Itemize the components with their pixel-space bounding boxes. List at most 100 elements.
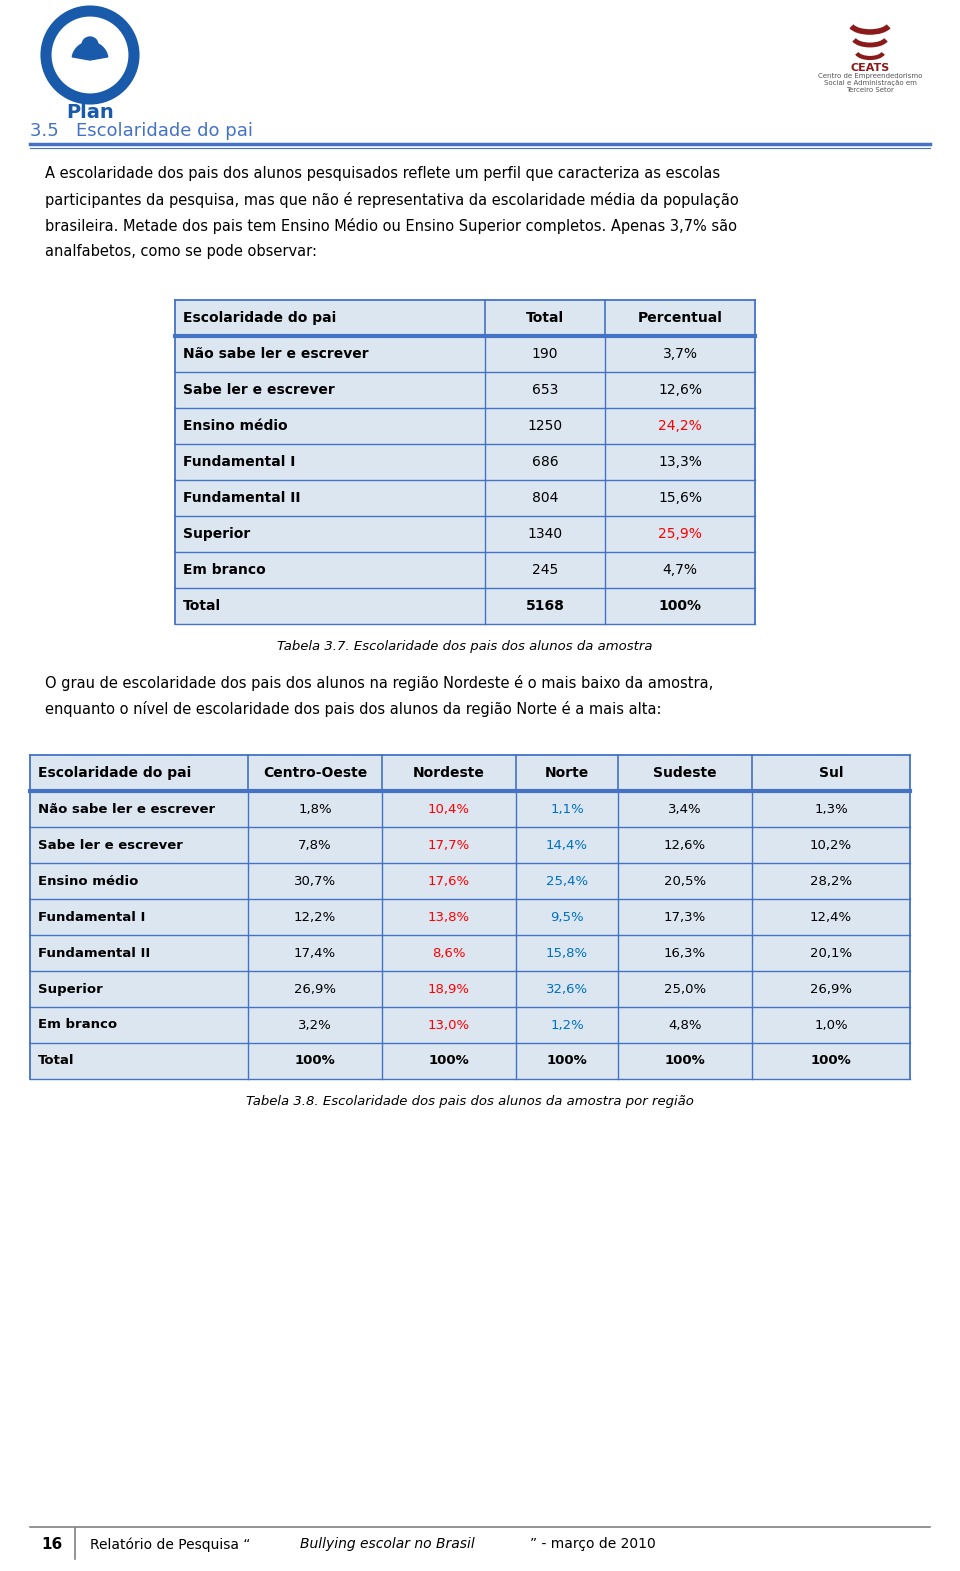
Text: 20,1%: 20,1% [810, 946, 852, 960]
Text: 13,3%: 13,3% [658, 456, 702, 470]
Text: Escolaridade do pai: Escolaridade do pai [183, 311, 336, 325]
Text: Fundamental II: Fundamental II [38, 946, 151, 960]
Text: 10,2%: 10,2% [810, 839, 852, 851]
Text: 15,8%: 15,8% [546, 946, 588, 960]
FancyBboxPatch shape [175, 515, 755, 551]
Text: brasileira. Metade dos pais tem Ensino Médio ou Ensino Superior completos. Apena: brasileira. Metade dos pais tem Ensino M… [45, 218, 737, 234]
Text: 1250: 1250 [527, 419, 563, 434]
Text: Fundamental I: Fundamental I [183, 456, 296, 470]
Text: 16,3%: 16,3% [664, 946, 706, 960]
Text: Fundamental II: Fundamental II [183, 492, 300, 504]
Circle shape [50, 16, 130, 94]
Text: Em branco: Em branco [183, 562, 266, 577]
Text: 8,6%: 8,6% [432, 946, 466, 960]
Text: Sudeste: Sudeste [653, 767, 717, 779]
Text: ” - março de 2010: ” - março de 2010 [530, 1536, 656, 1551]
Text: 15,6%: 15,6% [658, 492, 702, 504]
Text: 25,4%: 25,4% [546, 875, 588, 888]
Text: 25,0%: 25,0% [664, 982, 706, 996]
Text: 17,3%: 17,3% [664, 911, 707, 924]
FancyBboxPatch shape [175, 372, 755, 408]
FancyBboxPatch shape [175, 481, 755, 515]
Text: Social e Administração em: Social e Administração em [824, 80, 917, 86]
Text: 14,4%: 14,4% [546, 839, 588, 851]
Text: 12,2%: 12,2% [294, 911, 336, 924]
FancyBboxPatch shape [175, 408, 755, 445]
Text: 4,8%: 4,8% [668, 1018, 702, 1032]
Text: 100%: 100% [428, 1054, 469, 1068]
Text: enquanto o nível de escolaridade dos pais dos alunos da região Norte é a mais al: enquanto o nível de escolaridade dos pai… [45, 701, 661, 716]
Text: Nordeste: Nordeste [413, 767, 485, 779]
Text: Tabela 3.7. Escolaridade dos pais dos alunos da amostra: Tabela 3.7. Escolaridade dos pais dos al… [277, 639, 653, 654]
Text: 17,4%: 17,4% [294, 946, 336, 960]
Text: 804: 804 [532, 492, 558, 504]
Text: Total: Total [38, 1054, 75, 1068]
Text: 10,4%: 10,4% [428, 803, 470, 815]
Text: 12,4%: 12,4% [810, 911, 852, 924]
Text: 1,1%: 1,1% [550, 803, 584, 815]
Text: 100%: 100% [664, 1054, 706, 1068]
Text: 5168: 5168 [525, 599, 564, 613]
Text: 1,3%: 1,3% [814, 803, 848, 815]
Text: 9,5%: 9,5% [550, 911, 584, 924]
Text: Não sabe ler e escrever: Não sabe ler e escrever [38, 803, 215, 815]
Text: Superior: Superior [183, 526, 251, 540]
Text: Norte: Norte [545, 767, 589, 779]
Text: 17,7%: 17,7% [428, 839, 470, 851]
FancyBboxPatch shape [30, 1007, 910, 1043]
Text: 3.5   Escolaridade do pai: 3.5 Escolaridade do pai [30, 123, 253, 140]
Text: 25,9%: 25,9% [658, 526, 702, 540]
Text: 12,6%: 12,6% [664, 839, 706, 851]
Text: 100%: 100% [295, 1054, 335, 1068]
Text: Total: Total [183, 599, 221, 613]
Text: 4,7%: 4,7% [662, 562, 698, 577]
Text: 100%: 100% [546, 1054, 588, 1068]
Text: 3,2%: 3,2% [299, 1018, 332, 1032]
Text: Centro de Empreendedorismo: Centro de Empreendedorismo [818, 72, 923, 79]
Text: 20,5%: 20,5% [664, 875, 706, 888]
Text: Sul: Sul [819, 767, 843, 779]
Text: 28,2%: 28,2% [810, 875, 852, 888]
Text: Superior: Superior [38, 982, 103, 996]
FancyBboxPatch shape [30, 792, 910, 826]
Wedge shape [72, 42, 108, 60]
Text: Tabela 3.8. Escolaridade dos pais dos alunos da amostra por região: Tabela 3.8. Escolaridade dos pais dos al… [246, 1095, 694, 1108]
Text: 100%: 100% [810, 1054, 852, 1068]
Text: Percentual: Percentual [637, 311, 723, 325]
FancyBboxPatch shape [175, 336, 755, 372]
Circle shape [82, 38, 98, 53]
Text: participantes da pesquisa, mas que não é representativa da escolaridade média da: participantes da pesquisa, mas que não é… [45, 192, 739, 207]
Text: 17,6%: 17,6% [428, 875, 470, 888]
Text: 1340: 1340 [527, 526, 563, 540]
Text: O grau de escolaridade dos pais dos alunos na região Nordeste é o mais baixo da : O grau de escolaridade dos pais dos alun… [45, 676, 713, 691]
Text: 653: 653 [532, 383, 558, 397]
Text: 7,8%: 7,8% [299, 839, 332, 851]
Text: 30,7%: 30,7% [294, 875, 336, 888]
Text: Ensino médio: Ensino médio [38, 875, 138, 888]
Text: Centro-Oeste: Centro-Oeste [263, 767, 367, 779]
Text: Escolaridade do pai: Escolaridade do pai [38, 767, 191, 779]
Text: Fundamental I: Fundamental I [38, 911, 145, 924]
Circle shape [46, 11, 134, 99]
Text: 18,9%: 18,9% [428, 982, 470, 996]
FancyBboxPatch shape [175, 588, 755, 624]
Text: Em branco: Em branco [38, 1018, 117, 1032]
Text: 13,0%: 13,0% [428, 1018, 470, 1032]
Text: 12,6%: 12,6% [658, 383, 702, 397]
Text: 3,7%: 3,7% [662, 347, 698, 361]
Text: Sabe ler e escrever: Sabe ler e escrever [183, 383, 335, 397]
Text: analfabetos, como se pode observar:: analfabetos, como se pode observar: [45, 244, 317, 259]
FancyBboxPatch shape [30, 862, 910, 899]
Text: 26,9%: 26,9% [810, 982, 852, 996]
FancyBboxPatch shape [30, 935, 910, 971]
Text: 32,6%: 32,6% [546, 982, 588, 996]
Text: 13,8%: 13,8% [428, 911, 470, 924]
FancyBboxPatch shape [175, 445, 755, 481]
Text: CEATS: CEATS [851, 63, 890, 72]
Text: 24,2%: 24,2% [659, 419, 702, 434]
Text: 3,4%: 3,4% [668, 803, 702, 815]
Text: 100%: 100% [659, 599, 702, 613]
Text: 1,8%: 1,8% [299, 803, 332, 815]
Text: Bullying escolar no Brasil: Bullying escolar no Brasil [300, 1536, 475, 1551]
Text: Total: Total [526, 311, 564, 325]
